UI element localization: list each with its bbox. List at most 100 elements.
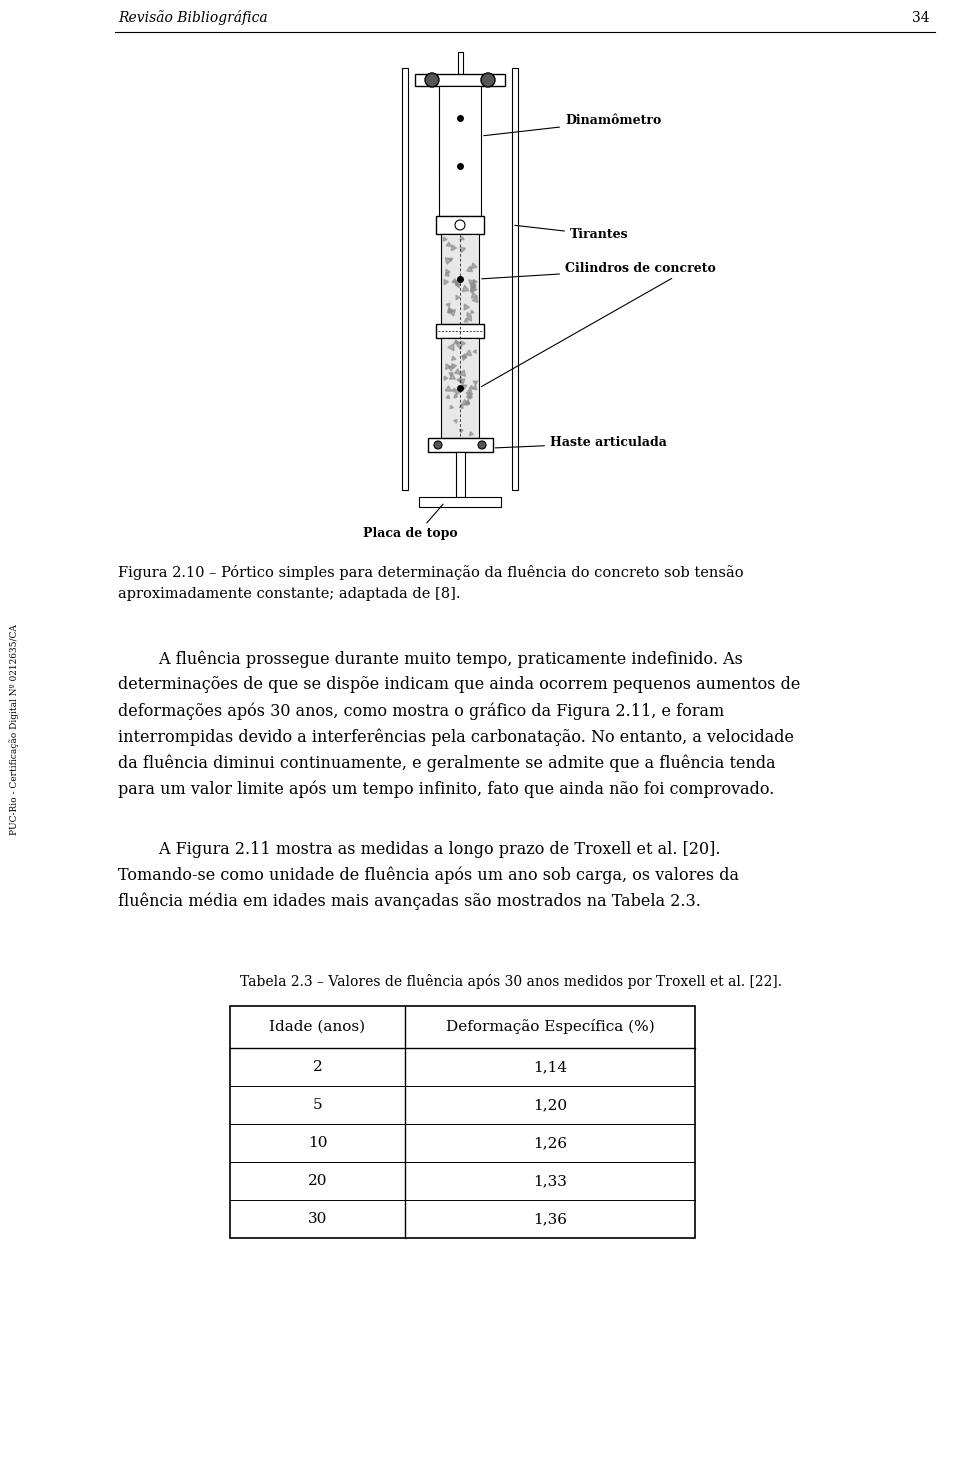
Polygon shape <box>451 389 455 392</box>
Polygon shape <box>460 429 463 433</box>
Polygon shape <box>464 304 469 310</box>
Bar <box>439 86 481 217</box>
Polygon shape <box>460 236 465 240</box>
Text: Cilindros de concreto: Cilindros de concreto <box>482 262 716 279</box>
Text: interrompidas devido a interferências pela carbonatação. No entanto, a velocidad: interrompidas devido a interferências pe… <box>118 729 794 746</box>
Text: A Figura 2.11 mostra as medidas a longo prazo de Troxell et al. [20].: A Figura 2.11 mostra as medidas a longo … <box>118 841 721 857</box>
Polygon shape <box>467 266 472 272</box>
Text: 34: 34 <box>912 12 930 25</box>
Text: Tirantes: Tirantes <box>515 225 629 241</box>
Text: determinações de que se dispõe indicam que ainda ocorrem pequenos aumentos de: determinações de que se dispõe indicam q… <box>118 676 801 693</box>
Bar <box>458 53 463 75</box>
Polygon shape <box>466 388 472 395</box>
Text: Deformação Específica (%): Deformação Específica (%) <box>445 1020 655 1034</box>
Polygon shape <box>472 297 478 303</box>
Polygon shape <box>450 405 453 408</box>
Text: 1,33: 1,33 <box>533 1173 567 1188</box>
Polygon shape <box>467 316 471 322</box>
Polygon shape <box>444 272 449 277</box>
Text: Figura 2.10 – Pórtico simples para determinação da fluência do concreto sob tens: Figura 2.10 – Pórtico simples para deter… <box>118 565 744 579</box>
Polygon shape <box>456 296 460 300</box>
Polygon shape <box>445 269 450 274</box>
Polygon shape <box>466 401 469 404</box>
Polygon shape <box>468 395 471 399</box>
Text: Revisão Bibliográfica: Revisão Bibliográfica <box>118 10 268 25</box>
Circle shape <box>455 219 465 230</box>
Text: Dinamômetro: Dinamômetro <box>484 114 661 136</box>
Bar <box>436 217 484 234</box>
Bar <box>230 1007 695 1238</box>
Polygon shape <box>459 370 466 376</box>
Polygon shape <box>451 244 457 250</box>
Polygon shape <box>445 386 451 391</box>
Text: Tomando-se como unidade de fluência após um ano sob carga, os valores da: Tomando-se como unidade de fluência após… <box>118 868 739 885</box>
Circle shape <box>434 440 442 449</box>
Polygon shape <box>467 392 472 398</box>
Polygon shape <box>454 339 459 344</box>
Text: para um valor limite após um tempo infinito, fato que ainda não foi comprovado.: para um valor limite após um tempo infin… <box>118 780 775 797</box>
Polygon shape <box>470 287 475 291</box>
Polygon shape <box>462 356 467 360</box>
Text: deformações após 30 anos, como mostra o gráfico da Figura 2.11, e foram: deformações após 30 anos, como mostra o … <box>118 702 724 720</box>
Polygon shape <box>451 356 456 360</box>
Polygon shape <box>463 354 467 357</box>
Polygon shape <box>468 279 475 285</box>
Polygon shape <box>449 259 452 262</box>
Polygon shape <box>471 282 476 288</box>
Polygon shape <box>469 385 473 389</box>
Bar <box>419 497 501 508</box>
Text: 1,36: 1,36 <box>533 1211 567 1226</box>
Polygon shape <box>470 310 474 313</box>
Bar <box>436 323 484 338</box>
Bar <box>427 437 492 452</box>
Polygon shape <box>445 364 451 370</box>
Bar <box>512 67 518 490</box>
Text: fluência média em idades mais avançadas são mostrados na Tabela 2.3.: fluência média em idades mais avançadas … <box>118 892 701 910</box>
Polygon shape <box>471 293 477 298</box>
Polygon shape <box>444 376 447 380</box>
Polygon shape <box>473 350 476 354</box>
Text: 5: 5 <box>313 1099 323 1112</box>
Polygon shape <box>458 345 462 350</box>
Polygon shape <box>448 307 454 313</box>
Polygon shape <box>462 385 467 389</box>
Bar <box>455 452 465 497</box>
Polygon shape <box>456 342 461 347</box>
Polygon shape <box>472 284 476 288</box>
Text: 10: 10 <box>308 1135 327 1150</box>
Polygon shape <box>446 395 449 398</box>
Polygon shape <box>454 395 458 398</box>
Polygon shape <box>462 285 468 291</box>
Polygon shape <box>473 382 478 385</box>
Circle shape <box>478 440 486 449</box>
Text: 30: 30 <box>308 1211 327 1226</box>
Circle shape <box>425 73 439 86</box>
Text: 2: 2 <box>313 1061 323 1074</box>
Text: A fluência prossegue durante muito tempo, praticamente indefinido. As: A fluência prossegue durante muito tempo… <box>118 650 743 667</box>
Text: aproximadamente constante; adaptada de [8].: aproximadamente constante; adaptada de [… <box>118 587 461 601</box>
Polygon shape <box>449 310 456 316</box>
Bar <box>441 234 479 323</box>
Bar <box>402 67 408 490</box>
Text: 20: 20 <box>308 1173 327 1188</box>
Polygon shape <box>462 399 468 405</box>
Text: Placa de topo: Placa de topo <box>363 527 457 540</box>
Polygon shape <box>455 281 460 285</box>
Polygon shape <box>448 366 453 372</box>
Polygon shape <box>465 399 469 405</box>
Text: PUC-Rio - Certificação Digital Nº 0212635/CA: PUC-Rio - Certificação Digital Nº 021263… <box>9 625 19 835</box>
Polygon shape <box>444 279 448 285</box>
Polygon shape <box>461 341 466 345</box>
Polygon shape <box>452 278 457 282</box>
Polygon shape <box>471 263 477 269</box>
Polygon shape <box>454 420 457 423</box>
Polygon shape <box>469 432 473 436</box>
Polygon shape <box>456 284 460 288</box>
Polygon shape <box>449 373 453 376</box>
Polygon shape <box>447 309 452 313</box>
Polygon shape <box>453 279 459 285</box>
Polygon shape <box>454 369 460 375</box>
Polygon shape <box>457 377 462 383</box>
Polygon shape <box>452 364 457 369</box>
Polygon shape <box>446 303 450 307</box>
